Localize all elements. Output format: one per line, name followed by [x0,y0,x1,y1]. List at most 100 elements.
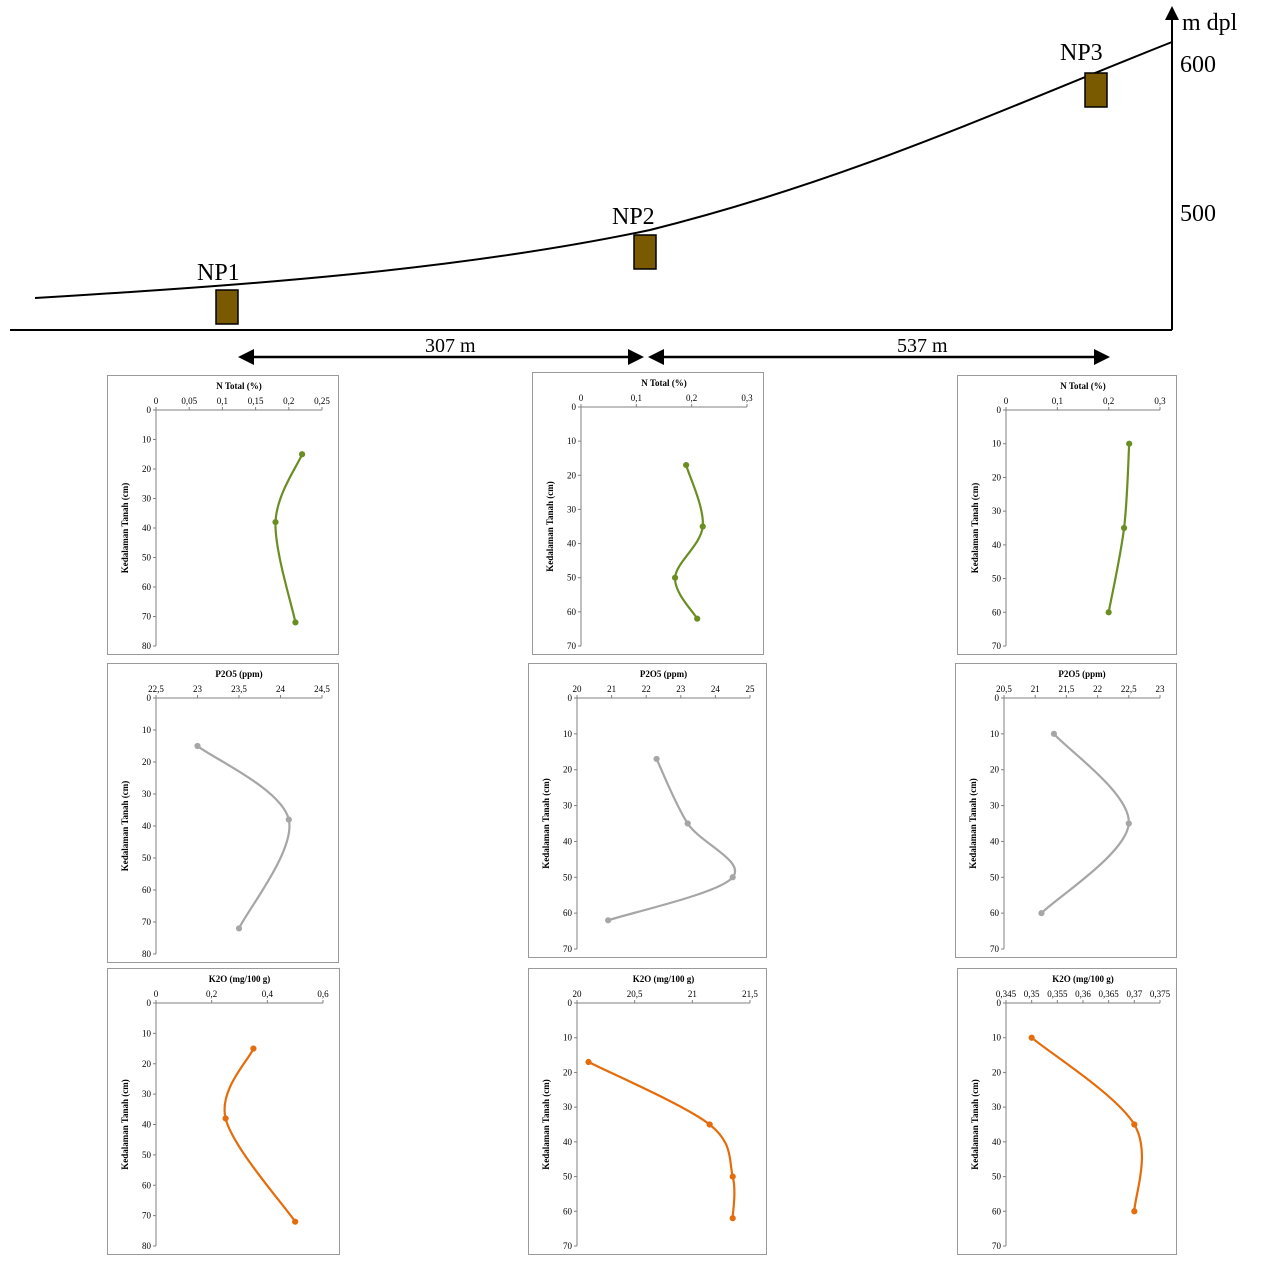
x-tick-label: 20,5 [996,684,1012,694]
y-tick-label: 80 [142,949,152,959]
y-tick-label: 30 [992,1102,1002,1112]
data-point [671,574,679,581]
data-point [235,925,243,932]
x-tick-label: 0,05 [181,396,197,406]
distance-label-2: 537 m [897,335,948,357]
y-axis-label: Kedalaman Tanah (cm) [968,778,978,869]
x-tick-label: 21,5 [1059,684,1075,694]
elevation-tick-600: 600 [1180,52,1216,78]
y-tick-label: 70 [142,612,152,622]
chart-title: N Total (%) [641,378,687,388]
y-tick-label: 70 [992,1241,1002,1251]
y-tick-label: 10 [563,729,573,739]
chart-np1-k2o: K2O (mg/100 g) 0 0,2 0,4 0,6 0 10 20 30 40 50 60 70 8… [107,968,340,1255]
y-tick-label: 60 [142,582,152,592]
x-tick-label: 20 [573,989,583,999]
chart-title: P2O5 (ppm) [640,669,687,679]
x-tick-label: 21 [607,684,616,694]
x-tick-label: 20 [573,684,583,694]
y-tick-label: 70 [563,1241,573,1251]
y-tick-label: 50 [990,872,1000,882]
chart-svg: K2O (mg/100 g) 20 20,5 21 21,5 0 10 20 30 40 50 60 7… [541,974,758,1251]
chart-svg: K2O (mg/100 g) 0,345 0,35 0,355 0,36 0,365 0,3… [970,974,1171,1251]
y-tick-label: 20 [563,765,573,775]
chart-np3-n-total: N Total (%) 0 0,1 0,2 0,3 0 10 20 30 40 50 60 70 Keda… [957,375,1177,655]
y-tick-label: 60 [992,1206,1002,1216]
x-tick-label: 0,1 [631,393,642,403]
y-tick-label: 10 [567,436,577,446]
distance-label-1: 307 m [425,335,476,357]
y-tick-label: 50 [992,1172,1002,1182]
arrow-left-icon [238,349,254,365]
data-point [1120,524,1128,532]
x-tick-label: 0,1 [217,396,228,406]
data-point [292,619,299,626]
site-np2-label: NP2 [612,204,655,230]
x-tick-label: 22,5 [1121,684,1137,694]
chart-svg: P2O5 (ppm) 22,5 23 23,5 24 24,5 0 10 20 30 40 50 60 7… [120,669,330,959]
y-axis-label: Kedalaman Tanah (cm) [120,483,130,574]
chart-svg: N Total (%) 0 0,1 0,2 0,3 0 10 20 30 40 50 60 70 Keda… [970,381,1166,651]
y-tick-label: 10 [142,725,152,735]
y-tick-label: 40 [992,540,1002,550]
y-tick-label: 0 [147,693,152,703]
chart-title: P2O5 (ppm) [1058,669,1105,679]
x-tick-label: 20,5 [627,989,643,999]
y-tick-label: 0 [997,405,1002,415]
y-tick-label: 0 [147,405,152,415]
series-line [1030,1036,1143,1212]
data-point [1131,1208,1138,1215]
site-np1-marker [215,289,239,325]
x-tick-label: 21 [688,989,697,999]
x-tick-label: 23 [193,684,203,694]
y-tick-label: 60 [992,607,1002,617]
y-tick-label: 30 [563,801,573,811]
y-tick-label: 40 [567,539,577,549]
y-tick-label: 60 [563,908,573,918]
y-tick-label: 10 [563,1033,573,1043]
data-point [250,1045,257,1052]
x-tick-label: 0,2 [1103,396,1114,406]
y-tick-label: 0 [568,998,573,1008]
y-tick-label: 10 [990,729,1000,739]
data-point [729,1215,736,1222]
y-tick-label: 40 [142,821,152,831]
y-tick-label: 40 [563,836,573,846]
data-point [699,523,706,530]
data-point [222,1115,229,1122]
elevation-tick-500: 500 [1180,201,1216,227]
y-tick-label: 0 [997,998,1002,1008]
y-axis-label: Kedalaman Tanah (cm) [545,481,555,572]
chart-np2-p2o5: P2O5 (ppm) 20 21 22 23 24 25 0 10 20 30 40 50 60 70 Ked… [528,663,767,958]
x-tick-label: 0,35 [1024,989,1040,999]
data-point [292,1218,299,1225]
y-axis-label: Kedalaman Tanah (cm) [541,778,551,869]
data-point [272,519,279,526]
chart-title: P2O5 (ppm) [215,669,262,679]
y-tick-label: 50 [142,1150,152,1160]
chart-np3-k2o: K2O (mg/100 g) 0,345 0,35 0,355 0,36 0,365 0,3… [957,968,1177,1255]
y-tick-label: 20 [567,470,577,480]
data-point [653,755,660,763]
chart-np2-k2o: K2O (mg/100 g) 20 20,5 21 21,5 0 10 20 30 40 50 60 7… [528,968,767,1255]
chart-title: N Total (%) [216,381,262,391]
y-tick-label: 20 [563,1067,573,1077]
y-tick-label: 50 [567,573,577,583]
x-tick-label: 21 [1031,684,1040,694]
x-tick-label: 22 [1093,684,1102,694]
x-tick-label: 23,5 [231,684,247,694]
site-np3-label: NP3 [1060,40,1103,66]
y-tick-label: 30 [567,504,577,514]
x-tick-label: 0,3 [741,393,753,403]
y-tick-label: 20 [992,472,1002,482]
y-tick-label: 60 [567,607,577,617]
x-tick-label: 0,2 [206,989,217,999]
chart-np3-p2o5: P2O5 (ppm) 20,5 21 21,5 22 22,5 23 0 10 20 30 40 50 6… [955,663,1177,958]
y-tick-label: 70 [992,641,1002,651]
data-point [706,1121,713,1128]
y-tick-label: 60 [142,885,152,895]
y-tick-label: 70 [142,1211,152,1221]
chart-title: K2O (mg/100 g) [1052,974,1114,984]
y-tick-label: 30 [142,789,152,799]
x-tick-label: 0 [579,393,584,403]
